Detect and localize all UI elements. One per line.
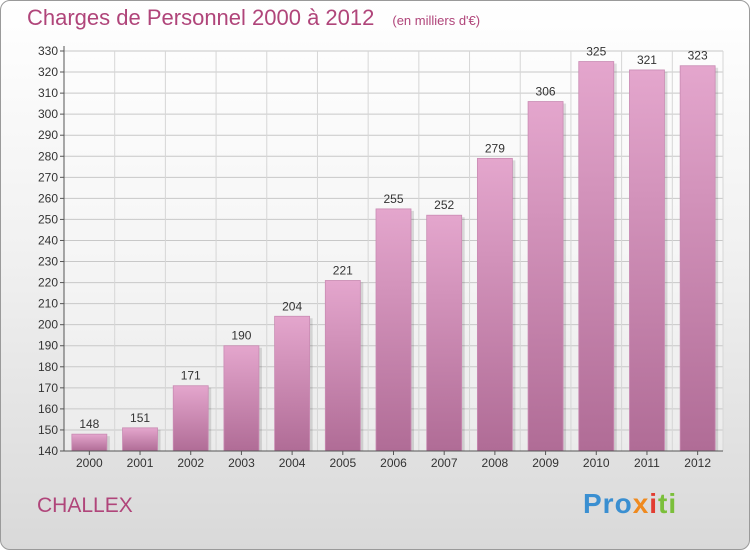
y-tick-label: 320	[38, 65, 58, 79]
bar	[679, 65, 716, 452]
y-tick-label: 270	[38, 170, 58, 184]
y-tick-label: 290	[38, 128, 58, 142]
y-tick-label: 250	[38, 212, 58, 226]
bar	[223, 345, 260, 452]
value-label: 148	[79, 417, 99, 431]
bar	[476, 157, 513, 452]
value-label: 171	[181, 369, 201, 383]
y-tick-label: 280	[38, 149, 58, 163]
x-tick-label: 2006	[380, 456, 407, 470]
x-tick-label: 2002	[177, 456, 204, 470]
value-label: 255	[383, 192, 403, 206]
bar	[274, 315, 311, 452]
logo-part-1: Pro	[583, 488, 633, 519]
value-label: 204	[282, 299, 302, 313]
y-tick-label: 180	[38, 360, 58, 374]
y-tick-label: 230	[38, 255, 58, 269]
y-tick-label: 150	[38, 423, 58, 437]
bar	[172, 385, 209, 452]
y-tick-label: 330	[38, 44, 58, 58]
value-label: 151	[130, 411, 150, 425]
y-tick-label: 300	[38, 107, 58, 121]
bar	[527, 101, 564, 452]
y-tick-label: 160	[38, 402, 58, 416]
bar	[578, 61, 615, 452]
x-tick-label: 2009	[532, 456, 559, 470]
chart-title-text: Charges de Personnel 2000 à 2012	[27, 5, 375, 30]
value-label: 306	[536, 85, 556, 99]
x-tick-label: 2010	[583, 456, 610, 470]
y-tick-label: 200	[38, 318, 58, 332]
value-label: 279	[485, 141, 505, 155]
logo-part-4: ti	[658, 488, 678, 519]
x-tick-label: 2012	[684, 456, 711, 470]
value-label: 190	[231, 329, 251, 343]
x-tick-label: 2003	[228, 456, 255, 470]
x-tick-label: 2000	[76, 456, 103, 470]
value-label: 221	[333, 263, 353, 277]
y-tick-label: 260	[38, 191, 58, 205]
y-tick-label: 240	[38, 233, 58, 247]
bars	[71, 61, 719, 452]
value-label: 252	[434, 198, 454, 212]
value-label: 321	[637, 53, 657, 67]
bar	[375, 208, 412, 452]
y-tick-label: 170	[38, 381, 58, 395]
y-tick-label: 140	[38, 444, 58, 458]
logo-part-3: i	[649, 488, 659, 519]
bar	[324, 280, 361, 452]
x-tick-label: 2004	[279, 456, 306, 470]
value-label: 325	[586, 45, 606, 59]
y-tick-label: 310	[38, 86, 58, 100]
x-tick-label: 2001	[127, 456, 154, 470]
chart-subtitle: (en milliers d'€)	[392, 13, 481, 28]
axes: 140 150 160 170 180 190 200 210 220 230 240 250 260 2…	[38, 44, 723, 458]
y-tick-label: 220	[38, 276, 58, 290]
bar	[426, 214, 463, 452]
y-tick-label: 190	[38, 339, 58, 353]
x-tick-label: 2011	[634, 456, 660, 470]
commune-name: CHALLEX	[37, 494, 133, 517]
bar	[71, 433, 108, 452]
x-tick-label: 2005	[329, 456, 356, 470]
y-tick-label: 210	[38, 297, 58, 311]
chart-title: Charges de Personnel 2000 à 2012 (en mill…	[27, 5, 480, 31]
logo-part-2: x	[632, 488, 650, 519]
value-label: 323	[688, 49, 708, 63]
proxiti-logo: Proxiti	[583, 488, 677, 520]
bar	[122, 427, 158, 452]
x-tick-label: 2007	[431, 456, 458, 470]
bar	[629, 69, 665, 452]
labels: 2000 148 2001 151 2002 171 2003 190 2004 204 2005 2…	[76, 45, 711, 470]
x-tick-label: 2008	[482, 456, 509, 470]
